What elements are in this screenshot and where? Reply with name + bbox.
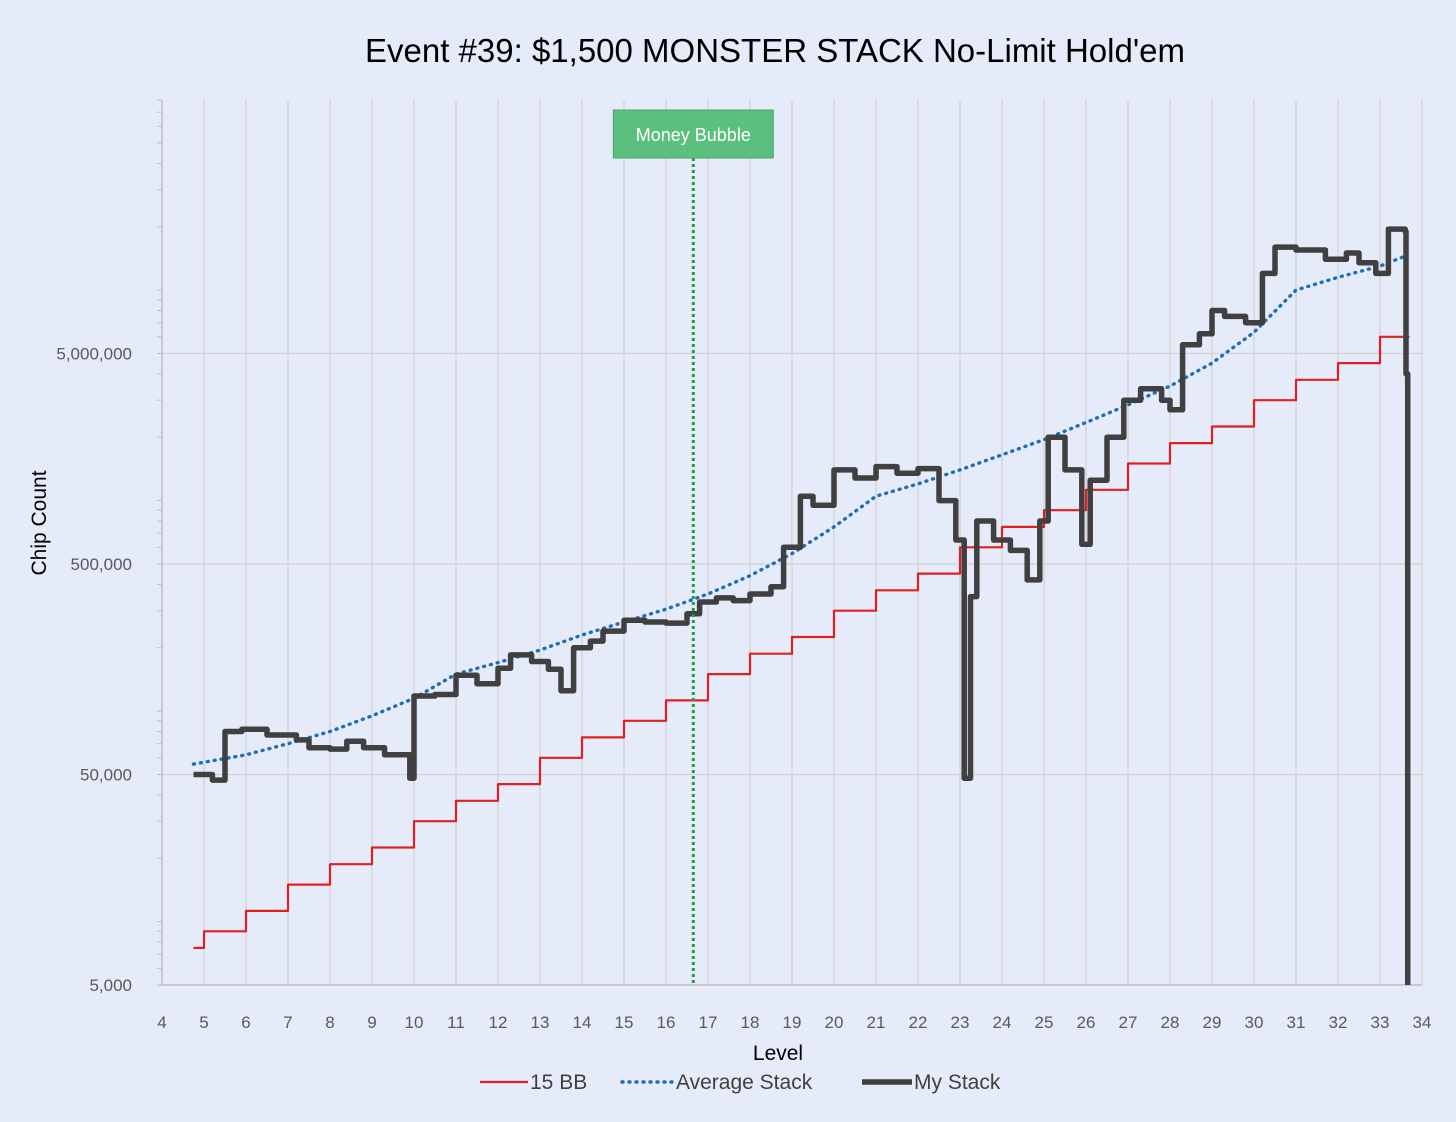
x-tick-label-11: 11	[447, 1013, 465, 1032]
y-tick-label-5000: 5,000	[89, 976, 132, 995]
money-bubble-label: Money Bubble	[636, 125, 751, 145]
x-tick-label-27: 27	[1119, 1013, 1138, 1032]
x-tick-label-23: 23	[951, 1013, 970, 1032]
series-line-average-stack	[191, 254, 1407, 766]
x-tick-label-33: 33	[1371, 1013, 1390, 1032]
series-line-15-bb	[193, 335, 1410, 949]
x-tick-label-31: 31	[1287, 1013, 1306, 1032]
x-tick-label-17: 17	[699, 1013, 718, 1032]
x-tick-label-14: 14	[573, 1013, 592, 1032]
legend: 15 BB Average Stack My Stack	[480, 1071, 1001, 1094]
x-tick-label-34: 34	[1413, 1013, 1432, 1032]
axes: 4 5 6 7 8 9 10 11 12 13 14 15 16 17 18 19 20 21 22 23 24 25 26…	[56, 99, 1432, 1032]
x-tick-label-18: 18	[741, 1013, 760, 1032]
y-axis-label: Chip Count	[28, 470, 51, 575]
x-tick-label-20: 20	[825, 1013, 844, 1032]
x-tick-label-8: 8	[325, 1013, 334, 1032]
x-tick-label-10: 10	[405, 1013, 424, 1032]
legend-label-my-stack: My Stack	[914, 1071, 1001, 1094]
series-line-my-stack	[193, 226, 1411, 985]
x-tick-label-12: 12	[489, 1013, 508, 1032]
x-tick-label-4: 4	[157, 1013, 166, 1032]
x-tick-label-21: 21	[867, 1013, 886, 1032]
x-tick-label-19: 19	[783, 1013, 802, 1032]
x-tick-label-30: 30	[1245, 1013, 1264, 1032]
money-bubble-box	[612, 109, 774, 159]
x-tick-label-32: 32	[1329, 1013, 1348, 1032]
x-tick-label-25: 25	[1035, 1013, 1054, 1032]
y-tick-label-50000: 50,000	[80, 765, 132, 784]
x-tick-label-7: 7	[283, 1013, 292, 1032]
x-tick-label-6: 6	[241, 1013, 250, 1032]
x-tick-label-13: 13	[531, 1013, 550, 1032]
series-layer	[191, 226, 1411, 985]
x-tick-label-29: 29	[1203, 1013, 1222, 1032]
x-tick-label-26: 26	[1077, 1013, 1096, 1032]
x-tick-label-16: 16	[657, 1013, 676, 1032]
x-tick-label-5: 5	[199, 1013, 208, 1032]
legend-label-average-stack: Average Stack	[676, 1071, 813, 1094]
y-tick-label-5000000: 5,000,000	[56, 344, 132, 363]
chart-title: Event #39: $1,500 MONSTER STACK No-Limit…	[365, 32, 1185, 69]
x-axis-label: Level	[753, 1042, 803, 1065]
x-tick-label-9: 9	[367, 1013, 376, 1032]
x-tick-label-15: 15	[615, 1013, 634, 1032]
x-tick-label-28: 28	[1161, 1013, 1180, 1032]
y-tick-label-500000: 500,000	[71, 555, 132, 574]
x-tick-label-24: 24	[993, 1013, 1012, 1032]
annotation-layer: Money Bubble	[612, 109, 774, 985]
grid	[162, 100, 1423, 985]
legend-label-15-bb: 15 BB	[530, 1071, 587, 1094]
x-tick-label-22: 22	[909, 1013, 928, 1032]
